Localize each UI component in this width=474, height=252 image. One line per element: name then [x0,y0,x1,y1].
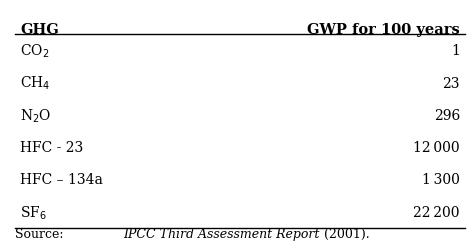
Text: HFC - 23: HFC - 23 [20,141,83,154]
Text: SF$_6$: SF$_6$ [20,203,47,221]
Text: 1 300: 1 300 [422,173,460,187]
Text: N$_2$O: N$_2$O [20,107,51,124]
Text: 12 000: 12 000 [413,141,460,154]
Text: IPCC Third Assessment Report: IPCC Third Assessment Report [123,227,320,240]
Text: HFC – 134a: HFC – 134a [20,173,103,187]
Text: 296: 296 [434,108,460,122]
Text: CO$_2$: CO$_2$ [20,42,49,60]
Text: GHG: GHG [20,23,59,37]
Text: 22 200: 22 200 [413,205,460,219]
Text: 1: 1 [451,44,460,58]
Text: 23: 23 [443,76,460,90]
Text: Source:: Source: [15,227,67,240]
Text: (2001).: (2001). [320,227,369,240]
Text: CH$_4$: CH$_4$ [20,75,50,92]
Text: GWP for 100 years: GWP for 100 years [307,23,460,37]
